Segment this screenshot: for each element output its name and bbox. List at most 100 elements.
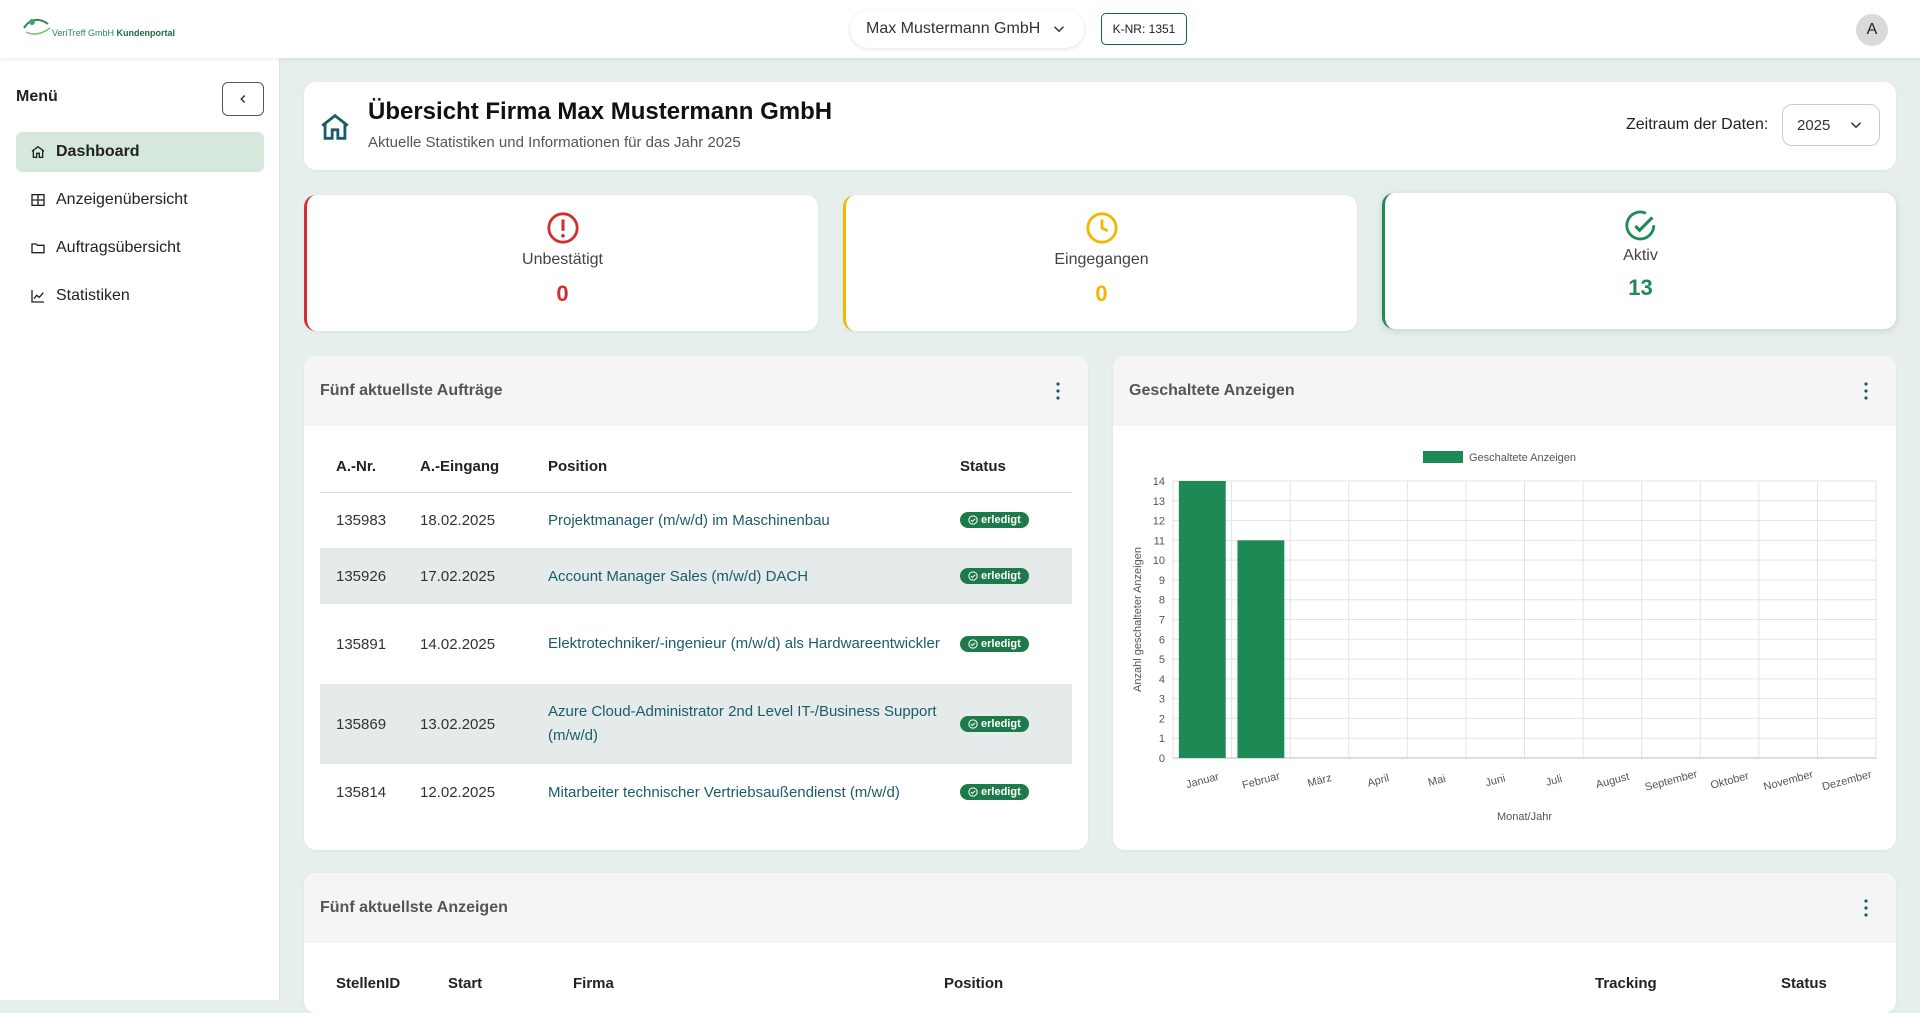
home-icon <box>321 113 349 140</box>
top-bar: VeriTreff GmbH Kundenportal Max Musterma… <box>0 0 1920 58</box>
stat-value: 0 <box>1095 281 1108 306</box>
order-number: 135983 <box>336 511 387 529</box>
order-position-link[interactable]: Mitarbeiter technischer Vertriebsaußendi… <box>548 783 900 801</box>
panel-header: Fünf aktuellste Aufträge <box>304 356 1088 426</box>
x-tick-label: Juli <box>1545 773 1564 789</box>
y-tick-label: 1 <box>1159 733 1165 745</box>
column-header[interactable]: Position <box>944 975 1004 992</box>
table-row[interactable]: 135814 12.02.2025 Mitarbeiter technische… <box>320 764 1072 820</box>
x-tick-label: Mai <box>1427 773 1447 789</box>
legend-label: Geschaltete Anzeigen <box>1469 452 1576 464</box>
chart-icon <box>31 290 44 303</box>
check-circle-icon <box>968 638 978 649</box>
order-number: 135869 <box>336 715 387 733</box>
table-header-row: StellenID Start Firma Position Tracking … <box>320 975 1880 999</box>
recent-orders-panel: Fünf aktuellste Aufträge A.-Nr. A.-Einga… <box>304 356 1088 850</box>
panel-header: Fünf aktuellste Anzeigen <box>304 873 1896 943</box>
panel-title: Geschaltete Anzeigen <box>1129 382 1295 399</box>
sidebar-item-statistiken[interactable]: Statistiken <box>16 276 264 316</box>
x-tick-label: Februar <box>1241 770 1282 792</box>
x-tick-label: Dezember <box>1821 769 1873 794</box>
table-row[interactable]: 135983 18.02.2025 Projektmanager (m/w/d)… <box>320 492 1072 548</box>
sidebar-item-dashboard[interactable]: Dashboard <box>16 132 264 172</box>
table-row[interactable]: 135891 14.02.2025 Elektrotechniker/-inge… <box>320 604 1072 684</box>
y-tick-label: 3 <box>1159 694 1165 706</box>
orders-table: A.-Nr. A.-Eingang Position Status 135983… <box>320 442 1072 820</box>
panel-title: Fünf aktuellste Aufträge <box>320 382 503 399</box>
chevron-left-icon <box>240 94 246 104</box>
y-tick-label: 10 <box>1153 555 1165 567</box>
order-position-link[interactable]: Elektrotechniker/-ingenieur (m/w/d) als … <box>548 635 940 652</box>
order-date: 18.02.2025 <box>420 511 496 529</box>
more-vertical-icon[interactable] <box>1864 899 1868 917</box>
check-circle-icon <box>1624 210 1655 241</box>
x-tick-label: August <box>1595 771 1631 791</box>
menu-title: Menü <box>16 88 58 105</box>
table-row[interactable]: 135926 17.02.2025 Account Manager Sales … <box>320 548 1072 604</box>
y-tick-label: 12 <box>1153 516 1165 528</box>
order-position-link[interactable]: Azure Cloud-Administrator 2nd Level IT-/… <box>548 703 937 744</box>
panel-title: Fünf aktuellste Anzeigen <box>320 899 508 916</box>
order-position-link[interactable]: Account Manager Sales (m/w/d) DACH <box>548 567 809 585</box>
column-header[interactable]: A.-Nr. <box>320 442 404 493</box>
year-select[interactable]: 2025 <box>1782 104 1880 146</box>
company-select-value: Max Mustermann GmbH <box>866 20 1041 37</box>
page-title: Übersicht Firma Max Mustermann GmbH <box>368 98 833 125</box>
chevron-down-icon <box>1850 122 1862 129</box>
period-label: Zeitraum der Daten: <box>1626 116 1769 133</box>
company-select[interactable]: Max Mustermann GmbH <box>850 10 1084 48</box>
column-header[interactable]: StellenID <box>336 975 401 992</box>
stat-label: Aktiv <box>1623 247 1658 264</box>
stat-card-eingegangen[interactable]: Eingegangen 0 <box>843 195 1357 331</box>
x-tick-label: Oktober <box>1709 770 1750 792</box>
recent-ads-panel: Fünf aktuellste Anzeigen StellenID Start… <box>304 873 1896 1013</box>
order-number: 135814 <box>336 783 387 801</box>
user-avatar[interactable]: A <box>1856 14 1888 46</box>
column-header[interactable]: Start <box>448 975 483 992</box>
x-tick-label: September <box>1644 768 1699 794</box>
more-vertical-icon[interactable] <box>1864 382 1868 400</box>
panel-header: Geschaltete Anzeigen <box>1113 356 1896 426</box>
column-header[interactable]: A.-Eingang <box>404 442 532 493</box>
status-badge: erledigt <box>960 635 1029 652</box>
stat-card-aktiv[interactable]: Aktiv 13 <box>1382 193 1896 329</box>
sidebar-item-anzeigenuebersicht[interactable]: Anzeigenübersicht <box>16 180 264 220</box>
y-tick-label: 4 <box>1159 674 1165 686</box>
column-header[interactable]: Firma <box>573 975 614 992</box>
home-icon <box>31 145 45 158</box>
status-badge: erledigt <box>960 567 1029 584</box>
table-row[interactable]: 135869 13.02.2025 Azure Cloud-Administra… <box>320 684 1072 764</box>
order-position-link[interactable]: Projektmanager (m/w/d) im Maschinenbau <box>548 511 830 529</box>
alert-circle-icon <box>546 212 579 244</box>
status-text: erledigt <box>981 785 1021 798</box>
order-number: 135891 <box>336 635 387 653</box>
sidebar-item-label: Anzeigenübersicht <box>56 191 188 208</box>
column-header[interactable]: Status <box>1781 975 1827 992</box>
customer-number-badge[interactable]: K-NR: 1351 <box>1101 13 1187 45</box>
stat-value: 13 <box>1628 275 1653 300</box>
y-tick-label: 8 <box>1159 595 1165 607</box>
table-header-row: A.-Nr. A.-Eingang Position Status <box>320 442 1072 493</box>
more-vertical-icon[interactable] <box>1056 382 1060 400</box>
column-header[interactable]: Position <box>532 442 944 493</box>
sidebar-nav: Dashboard Anzeigenübersicht Auftragsüber… <box>16 132 264 324</box>
y-tick-label: 7 <box>1159 615 1165 627</box>
column-header[interactable]: Tracking <box>1595 975 1657 992</box>
column-header[interactable]: Status <box>944 442 1072 493</box>
y-tick-label: 6 <box>1159 634 1165 646</box>
status-text: erledigt <box>981 717 1021 730</box>
folder-icon <box>31 243 45 254</box>
company-logo[interactable]: VeriTreff GmbH Kundenportal <box>22 14 182 44</box>
check-circle-icon <box>968 570 978 581</box>
status-text: erledigt <box>981 569 1021 582</box>
x-axis-title: Monat/Jahr <box>1497 811 1552 823</box>
collapse-sidebar-button[interactable] <box>222 82 264 116</box>
stat-card-unbestaetigt[interactable]: Unbestätigt 0 <box>304 195 818 331</box>
sidebar-item-auftragsuebersicht[interactable]: Auftragsübersicht <box>16 228 264 268</box>
status-text: erledigt <box>981 513 1021 526</box>
check-circle-icon <box>968 786 978 797</box>
chevron-down-icon <box>1053 26 1065 33</box>
order-date: 14.02.2025 <box>420 635 496 653</box>
status-text: erledigt <box>981 637 1021 650</box>
